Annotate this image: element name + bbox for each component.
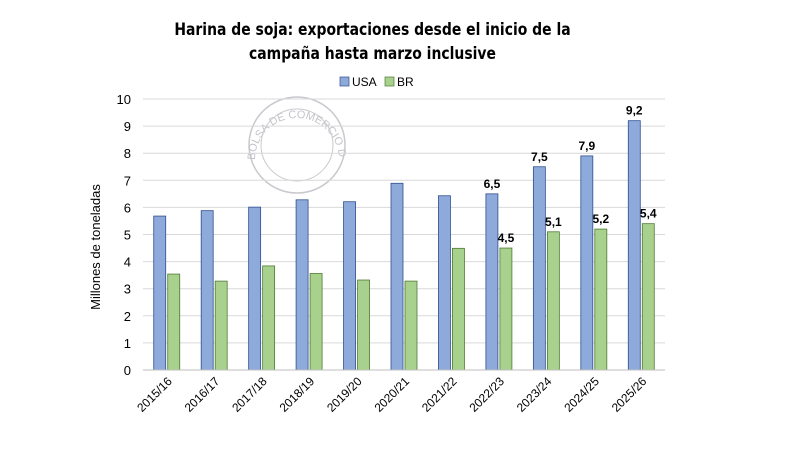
bar-usa bbox=[580, 155, 594, 371]
bar-br bbox=[546, 231, 560, 371]
y-tick-label: 8 bbox=[124, 146, 131, 161]
watermark-text: BOLSA DE COMERCIO DE ROSARIO bbox=[0, 0, 348, 160]
bar-usa bbox=[343, 201, 356, 371]
bar-br bbox=[594, 228, 608, 371]
chart-title-line-2: campaña hasta marzo inclusive bbox=[249, 44, 496, 64]
x-tick-label: 2022/23 bbox=[466, 374, 507, 415]
legend-swatch-br bbox=[384, 76, 395, 87]
y-tick-label: 0 bbox=[124, 363, 131, 378]
y-tick-label: 9 bbox=[124, 119, 131, 134]
x-tick-label: 2025/26 bbox=[609, 374, 650, 415]
y-tick-label: 4 bbox=[124, 255, 131, 270]
bar-usa bbox=[200, 210, 214, 371]
chart-title: Harina de soja: exportaciones desde el i… bbox=[149, 18, 596, 66]
y-tick-label: 7 bbox=[124, 173, 131, 188]
legend-label-br: BR bbox=[397, 75, 414, 89]
bar-usa bbox=[485, 193, 499, 371]
y-tick-label: 5 bbox=[124, 228, 131, 243]
x-tick-label: 2015/16 bbox=[134, 374, 175, 415]
bar-usa bbox=[627, 120, 641, 371]
bar-usa bbox=[438, 195, 451, 371]
x-tick-label: 2024/25 bbox=[561, 374, 602, 415]
data-label: 7,9 bbox=[578, 139, 595, 153]
data-label: 5,4 bbox=[640, 207, 657, 221]
x-tick-label: 2019/20 bbox=[324, 374, 365, 415]
data-label: 7,5 bbox=[531, 150, 548, 164]
bar-usa bbox=[390, 182, 404, 371]
x-tick-label: 2017/18 bbox=[229, 374, 270, 415]
x-tick-label: 2023/24 bbox=[514, 374, 555, 415]
bar-br bbox=[167, 273, 181, 371]
bar-br bbox=[309, 273, 323, 371]
x-tick-label: 2021/22 bbox=[419, 374, 460, 415]
data-label: 4,5 bbox=[498, 231, 515, 245]
y-tick-label: 1 bbox=[124, 336, 131, 351]
bar-usa bbox=[153, 215, 167, 371]
y-axis-label: Millones de toneladas bbox=[88, 184, 103, 310]
bar-br bbox=[452, 247, 465, 371]
data-label: 5,2 bbox=[592, 212, 609, 226]
bar-br bbox=[404, 280, 418, 371]
y-tick-label: 6 bbox=[124, 200, 131, 215]
bar-br bbox=[641, 223, 655, 371]
x-tick-label: 2020/21 bbox=[372, 374, 413, 415]
bar-usa bbox=[532, 166, 546, 371]
watermark-seal: BOLSA DE COMERCIO DE ROSARIO bbox=[0, 0, 348, 194]
bar-br bbox=[357, 279, 370, 371]
y-tick-label: 10 bbox=[117, 92, 131, 107]
bar-br bbox=[214, 280, 228, 371]
legend-swatch-usa bbox=[339, 76, 350, 87]
chart-title-line-1: Harina de soja: exportaciones desde el i… bbox=[174, 20, 571, 40]
y-tick-label: 2 bbox=[124, 309, 131, 324]
data-label: 5,1 bbox=[545, 215, 562, 229]
bar-usa bbox=[248, 206, 262, 371]
bar-br bbox=[499, 247, 513, 371]
legend-label-usa: USA bbox=[352, 75, 377, 89]
data-label: 9,2 bbox=[626, 104, 643, 118]
x-tick-label: 2016/17 bbox=[182, 374, 223, 415]
x-tick-label: 2018/19 bbox=[277, 374, 318, 415]
data-label: 6,5 bbox=[484, 177, 501, 191]
y-tick-label: 3 bbox=[124, 282, 131, 297]
bar-br bbox=[262, 265, 276, 371]
bar-usa bbox=[295, 199, 309, 371]
